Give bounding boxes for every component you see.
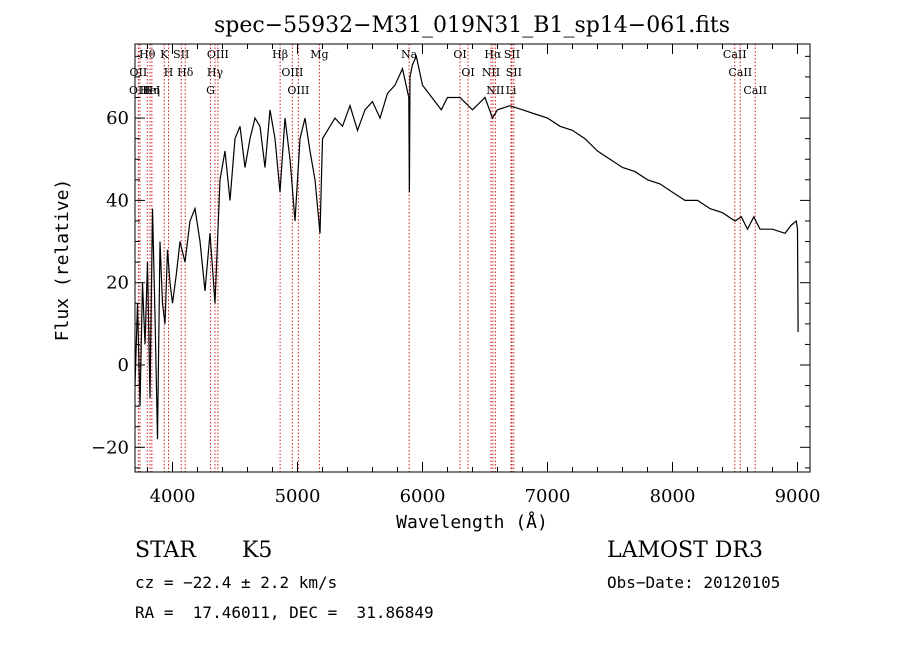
- spectral-line-label: Hβ: [272, 48, 288, 61]
- spectral-line-label: OIII: [281, 66, 303, 79]
- survey-name: LAMOST DR3: [607, 538, 763, 563]
- spectral-line-label: Na: [401, 48, 418, 61]
- y-tick-label: 60: [106, 108, 129, 129]
- x-tick-label: 8000: [650, 486, 696, 507]
- y-tick-label: 0: [118, 355, 129, 376]
- spectral-lines: [137, 44, 756, 472]
- spectral-line-label: CaII: [743, 84, 767, 97]
- chart-title: spec−55932−M31_019N31_B1_sp14−061.fits: [214, 13, 730, 38]
- x-tick-label: 4000: [150, 486, 196, 507]
- y-axis: −20 0 20 40 60: [91, 55, 810, 469]
- spectral-line-label: Mg: [310, 48, 328, 61]
- spectral-line-label: HeI: [140, 84, 160, 97]
- spectral-line-labels: HθOIIOIIIHeIHηKHSIIHδOIIIHγGHβOIIIOIIIMg…: [129, 48, 767, 97]
- x-tick-label: 7000: [525, 486, 571, 507]
- spectral-line-label: CaII: [728, 66, 752, 79]
- spectral-line-label: Li: [506, 84, 517, 97]
- spectral-line-label: SII: [173, 48, 189, 61]
- spectral-line-label: OI: [461, 66, 474, 79]
- y-axis-label: Flux (relative): [52, 179, 73, 342]
- x-tick-label: 9000: [775, 486, 821, 507]
- spectral-line-label: K: [160, 48, 169, 61]
- spectral-line-label: NII: [486, 84, 504, 97]
- object-class: STAR: [135, 538, 196, 563]
- spectral-line-label: CaII: [723, 48, 747, 61]
- spectral-line-label: SII: [506, 66, 522, 79]
- spectral-line-label: OIII: [129, 84, 151, 97]
- spectral-line-label: OIII: [207, 48, 229, 61]
- spectral-line-label: Hα: [484, 48, 502, 61]
- spectral-line-label: Hη: [144, 84, 160, 97]
- y-tick-label: −20: [91, 437, 129, 458]
- spectral-line-label: OIII: [287, 84, 309, 97]
- spectral-line-label: Hδ: [177, 66, 194, 79]
- x-axis-label: Wavelength (Å): [396, 511, 548, 533]
- spectral-line-label: OI: [453, 48, 466, 61]
- spectral-line-label: Hγ: [207, 66, 224, 79]
- spectral-line-label: NII: [482, 66, 500, 79]
- object-subclass: K5: [242, 538, 273, 563]
- x-axis: 4000 5000 6000 7000 8000 9000: [147, 44, 821, 507]
- x-tick-label: 5000: [275, 486, 321, 507]
- spectral-line-label: H: [164, 66, 174, 79]
- spectral-line-label: G: [206, 84, 215, 97]
- spectral-line-label: OII: [130, 66, 148, 79]
- y-tick-label: 40: [106, 190, 129, 211]
- redshift-cz: cz = −22.4 ± 2.2 km/s: [135, 573, 338, 592]
- x-tick-label: 6000: [400, 486, 446, 507]
- plot-frame: [134, 43, 811, 473]
- spectrum-line: [134, 54, 799, 440]
- spectral-line-label: Hθ: [139, 48, 156, 61]
- obs-date: Obs−Date: 20120105: [607, 573, 781, 592]
- coordinates: RA = 17.46011, DEC = 31.86849: [135, 603, 434, 622]
- spectral-line-label: SII: [504, 48, 520, 61]
- y-tick-label: 20: [106, 273, 129, 294]
